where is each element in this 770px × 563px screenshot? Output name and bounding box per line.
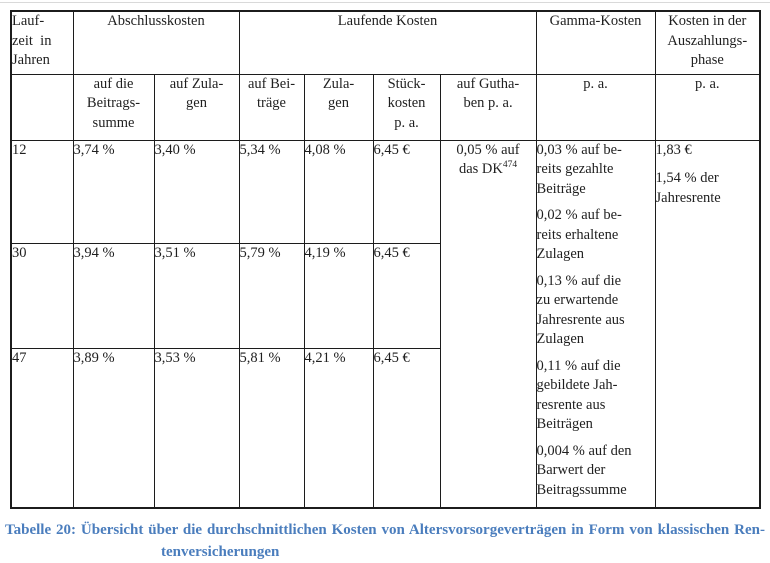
header-abschlusskosten: Abschlusskosten [72,10,240,75]
gamma-item-2: 0,02 % auf be- reits erhaltene Zulagen [536,207,622,262]
subheader-auszahlung-pa: p. a. [654,73,761,141]
cell-row12-zulagen: 4,08 % [303,139,374,244]
header-auszahlungsphase: Kosten in der Auszahlungs- phase [654,10,761,75]
header-laufende-kosten: Laufende Kosten [238,10,537,75]
guthaben-line1: 0,05 % auf [456,141,520,158]
cell-row47-beitragssumme: 3,89 % [72,347,155,509]
cell-row47-stueckkosten: 6,45 € [372,347,441,509]
cell-row30-laufzeit: 30 [10,242,74,349]
auszahlung-line1: 1,83 € [655,141,692,158]
cell-row30-auf-beitraege: 5,79 % [238,242,305,349]
subheader-beitragssumme: auf die Beitrags- summe [72,73,155,141]
page-edge-artifact [0,2,770,3]
guthaben-line2: das DK474 [441,160,535,180]
header-row-groups: Lauf- zeit in Jahren Abschlusskosten Lau… [10,10,761,75]
cell-auf-guthaben-merged: 0,05 % auf das DK474 [439,139,537,509]
table-row: 47 3,89 % 3,53 % 5,81 % 4,21 % 6,45 € [10,347,760,509]
header-laufzeit: Lauf- zeit in Jahren [10,10,74,75]
gamma-item-1: 0,03 % auf be- reits gezahlte Beiträge [536,141,622,197]
table-row: 30 3,94 % 3,51 % 5,79 % 4,19 % 6,45 € [10,242,760,349]
cell-row30-zulagen: 4,19 % [303,242,374,349]
cell-row12-auf-beitraege: 5,34 % [238,139,305,244]
gamma-item-4: 0,11 % auf die gebildete Jah- resrente a… [536,357,621,433]
header-gamma-kosten: Gamma-Kosten [535,10,656,75]
gamma-item-5: 0,004 % auf den Barwert der Beitragssumm… [536,442,632,498]
cell-row12-beitragssumme: 3,74 % [72,139,155,244]
cost-overview-table: Lauf- zeit in Jahren Abschlusskosten Lau… [10,10,762,509]
caption-line-1: Tabelle 20: Übersicht über die durchschn… [5,522,765,538]
header-laufzeit-empty [10,73,74,141]
cell-row12-auf-zulagen: 3,40 % [153,139,240,244]
cell-row30-stueckkosten: 6,45 € [372,242,441,349]
cell-row30-auf-zulagen: 3,51 % [153,242,240,349]
cell-row47-auf-zulagen: 3,53 % [153,347,240,509]
cell-auszahlungsphase-merged: 1,83 € 1,54 % der Jahresrente [654,139,761,509]
auszahlung-line2: 1,54 % der Jahresrente [655,170,721,206]
guthaben-line2-text: das DK [458,161,503,177]
cell-row47-zulagen: 4,21 % [303,347,374,509]
table-row: 12 3,74 % 3,40 % 5,34 % 4,08 % 6,45 € 0,… [10,139,761,509]
gamma-item-3: 0,13 % auf die zu erwartende Jahresrente… [536,272,625,348]
cell-row30-beitragssumme: 3,94 % [72,242,155,349]
subheader-stueckkosten: Stück- kosten p. a. [372,73,441,141]
cell-row12-stueckkosten: 6,45 € [372,139,441,244]
cell-row12-laufzeit: 12 [10,139,74,244]
header-row-subcolumns: auf die Beitrags- summe auf Zula- gen au… [10,73,761,141]
subheader-auf-zulagen: auf Zula- gen [153,73,240,141]
subheader-auf-beitraege: auf Bei- träge [238,73,305,141]
subheader-zulagen: Zula- gen [303,73,374,141]
caption-line-2: tenversicherungen [161,544,280,560]
footnote-ref-474: 474 [502,160,518,171]
cell-row47-laufzeit: 47 [10,347,74,509]
subheader-gamma-pa: p. a. [535,73,656,141]
table-caption: Tabelle 20: Übersicht über die durchschn… [5,519,765,563]
cell-gamma-kosten-merged: 0,03 % auf be- reits gezahlte Beiträge 0… [535,139,656,509]
subheader-auf-guthaben: auf Gutha- ben p. a. [439,73,537,141]
cell-row47-auf-beitraege: 5,81 % [238,347,305,509]
